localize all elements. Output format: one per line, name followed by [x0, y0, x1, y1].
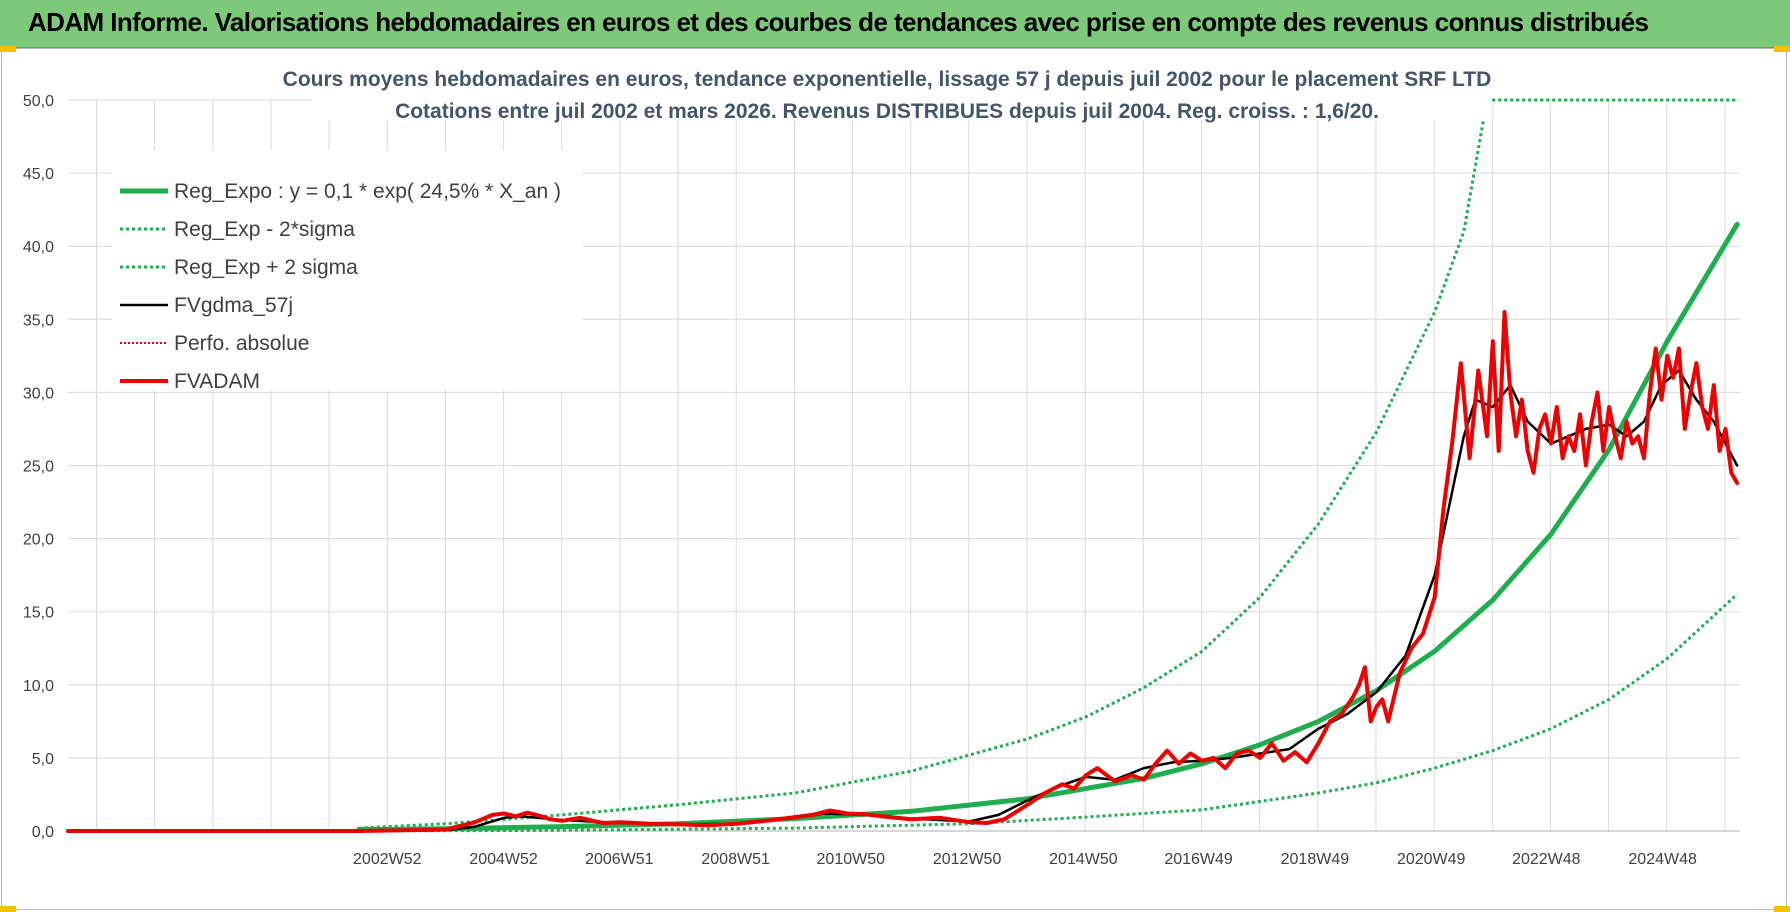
y-tick-label: 40,0 — [23, 239, 54, 256]
legend-label-perfo: Perfo. absolue — [174, 332, 309, 355]
chart-frame — [1, 48, 1787, 910]
chart-title: Cours moyens hebdomadaires en euros, ten… — [283, 68, 1492, 91]
series-line-reg_high — [358, 98, 1738, 830]
x-tick-label: 2018W49 — [1281, 851, 1350, 868]
x-tick-label: 2014W50 — [1049, 851, 1118, 868]
title-background — [312, 62, 1492, 120]
x-tick-label: 2006W51 — [585, 851, 654, 868]
y-tick-label: 25,0 — [23, 459, 54, 476]
legend-label-reg-high: Reg_Exp + 2 sigma — [174, 256, 358, 279]
y-tick-label: 15,0 — [23, 605, 54, 622]
series-layer — [66, 98, 1740, 833]
x-tick-label: 2020W49 — [1397, 851, 1466, 868]
frame-corner-marker — [1774, 906, 1790, 912]
page-title: ADAM Informe. Valorisations hebdomadaire… — [28, 7, 1649, 37]
frame-corner-marker — [1774, 46, 1790, 52]
y-tick-label: 35,0 — [23, 312, 54, 329]
y-tick-label: 5,0 — [32, 751, 54, 768]
x-tick-label: 2016W49 — [1164, 851, 1233, 868]
legend-label-reg: Reg_Expo : y = 0,1 * exp( 24,5% * X_an ) — [174, 180, 561, 203]
legend-label-fvadam: FVADAM — [174, 370, 260, 393]
frame-corner-marker — [0, 906, 16, 912]
y-tick-label: 0,0 — [32, 824, 54, 841]
y-axis: 0,0 5,0 10,0 15,0 20,0 25,0 30,0 35,0 40,0 45,0 50… — [23, 93, 54, 841]
x-tick-label: 2022W48 — [1512, 851, 1581, 868]
y-tick-label: 50,0 — [23, 93, 54, 110]
y-tick-label: 30,0 — [23, 385, 54, 402]
legend-label-fvgdma: FVgdma_57j — [174, 294, 293, 317]
y-tick-label: 45,0 — [23, 166, 54, 183]
frame-corner-marker — [0, 46, 16, 52]
chart-subtitle: Cotations entre juil 2002 et mars 2026. … — [395, 100, 1379, 123]
series-line-reg_low — [358, 593, 1739, 833]
series-line-fvgdma — [66, 369, 1739, 833]
line-chart: 0,0 5,0 10,0 15,0 20,0 25,0 30,0 35,0 40,0 45,0 50… — [23, 62, 1740, 868]
x-tick-label: 2004W52 — [469, 851, 538, 868]
legend-label-reg-low: Reg_Exp - 2*sigma — [174, 218, 355, 241]
header-banner: ADAM Informe. Valorisations hebdomadaire… — [0, 0, 1790, 48]
y-tick-label: 20,0 — [23, 532, 54, 549]
legend-background — [112, 150, 582, 390]
legend: Reg_Expo : y = 0,1 * exp( 24,5% * X_an )… — [112, 150, 582, 393]
x-tick-label: 2010W50 — [817, 851, 886, 868]
x-axis: 2002W52 2004W52 2006W51 2008W51 2010W50 2012W… — [353, 851, 1697, 868]
series-line-fvadam — [66, 310, 1740, 833]
x-tick-label: 2002W52 — [353, 851, 422, 868]
y-tick-label: 10,0 — [23, 678, 54, 695]
x-tick-label: 2008W51 — [701, 851, 770, 868]
x-tick-label: 2012W50 — [933, 851, 1002, 868]
x-tick-label: 2024W48 — [1628, 851, 1697, 868]
